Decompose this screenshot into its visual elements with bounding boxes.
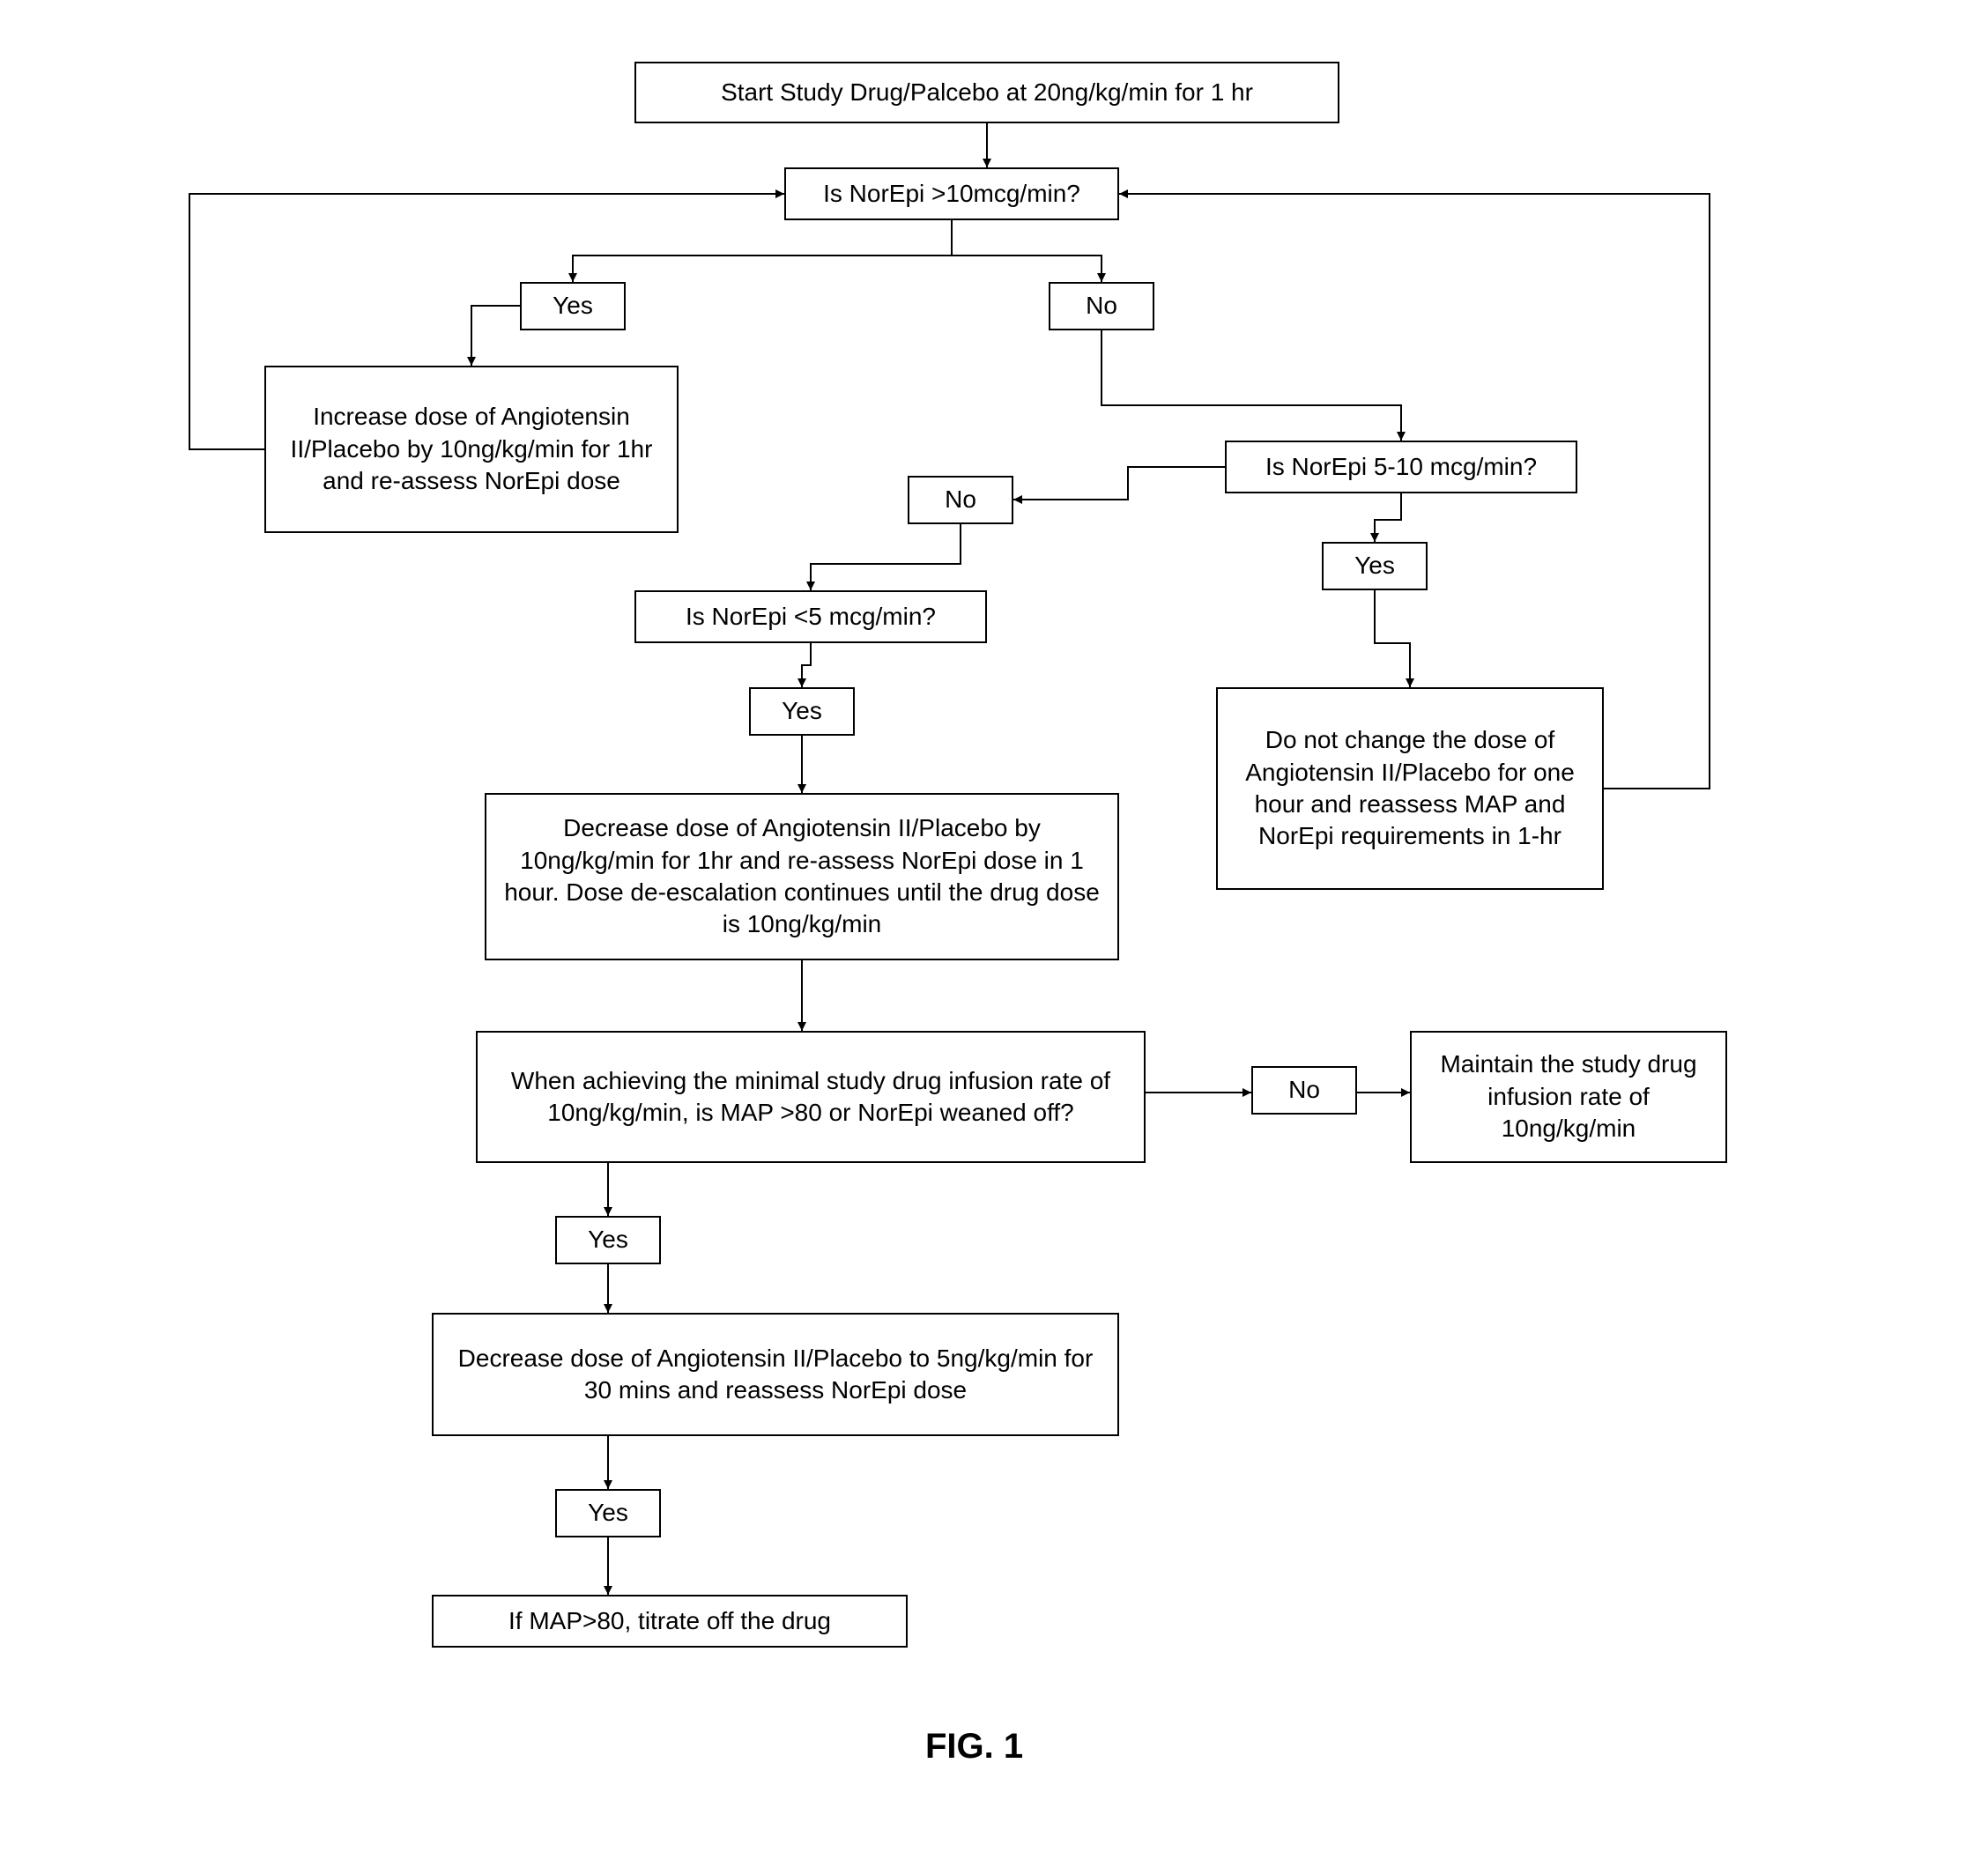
node-q4: When achieving the minimal study drug in… — [476, 1031, 1146, 1163]
node-yes1: Yes — [520, 282, 626, 330]
figure-label: FIG. 1 — [925, 1727, 1023, 1767]
node-yes4: Yes — [555, 1216, 661, 1264]
node-yes3: Yes — [749, 687, 855, 736]
node-no2: No — [908, 476, 1013, 524]
node-no4: No — [1251, 1066, 1357, 1115]
node-yes5: Yes — [555, 1489, 661, 1537]
node-q3: Is NorEpi <5 mcg/min? — [634, 590, 987, 643]
node-yes2: Yes — [1322, 542, 1428, 590]
node-q1: Is NorEpi >10mcg/min? — [784, 167, 1119, 220]
node-nochange: Do not change the dose of Angiotensin II… — [1216, 687, 1604, 890]
node-start: Start Study Drug/Palcebo at 20ng/kg/min … — [634, 62, 1339, 123]
node-increase: Increase dose of Angiotensin II/Placebo … — [264, 366, 679, 533]
node-no1: No — [1049, 282, 1154, 330]
node-titrate: If MAP>80, titrate off the drug — [432, 1595, 908, 1648]
node-decrease: Decrease dose of Angiotensin II/Placebo … — [485, 793, 1119, 960]
node-q2: Is NorEpi 5-10 mcg/min? — [1225, 441, 1577, 493]
node-maintain: Maintain the study drug infusion rate of… — [1410, 1031, 1727, 1163]
flowchart-canvas: Start Study Drug/Palcebo at 20ng/kg/min … — [0, 0, 1988, 1852]
node-decrease5: Decrease dose of Angiotensin II/Placebo … — [432, 1313, 1119, 1436]
